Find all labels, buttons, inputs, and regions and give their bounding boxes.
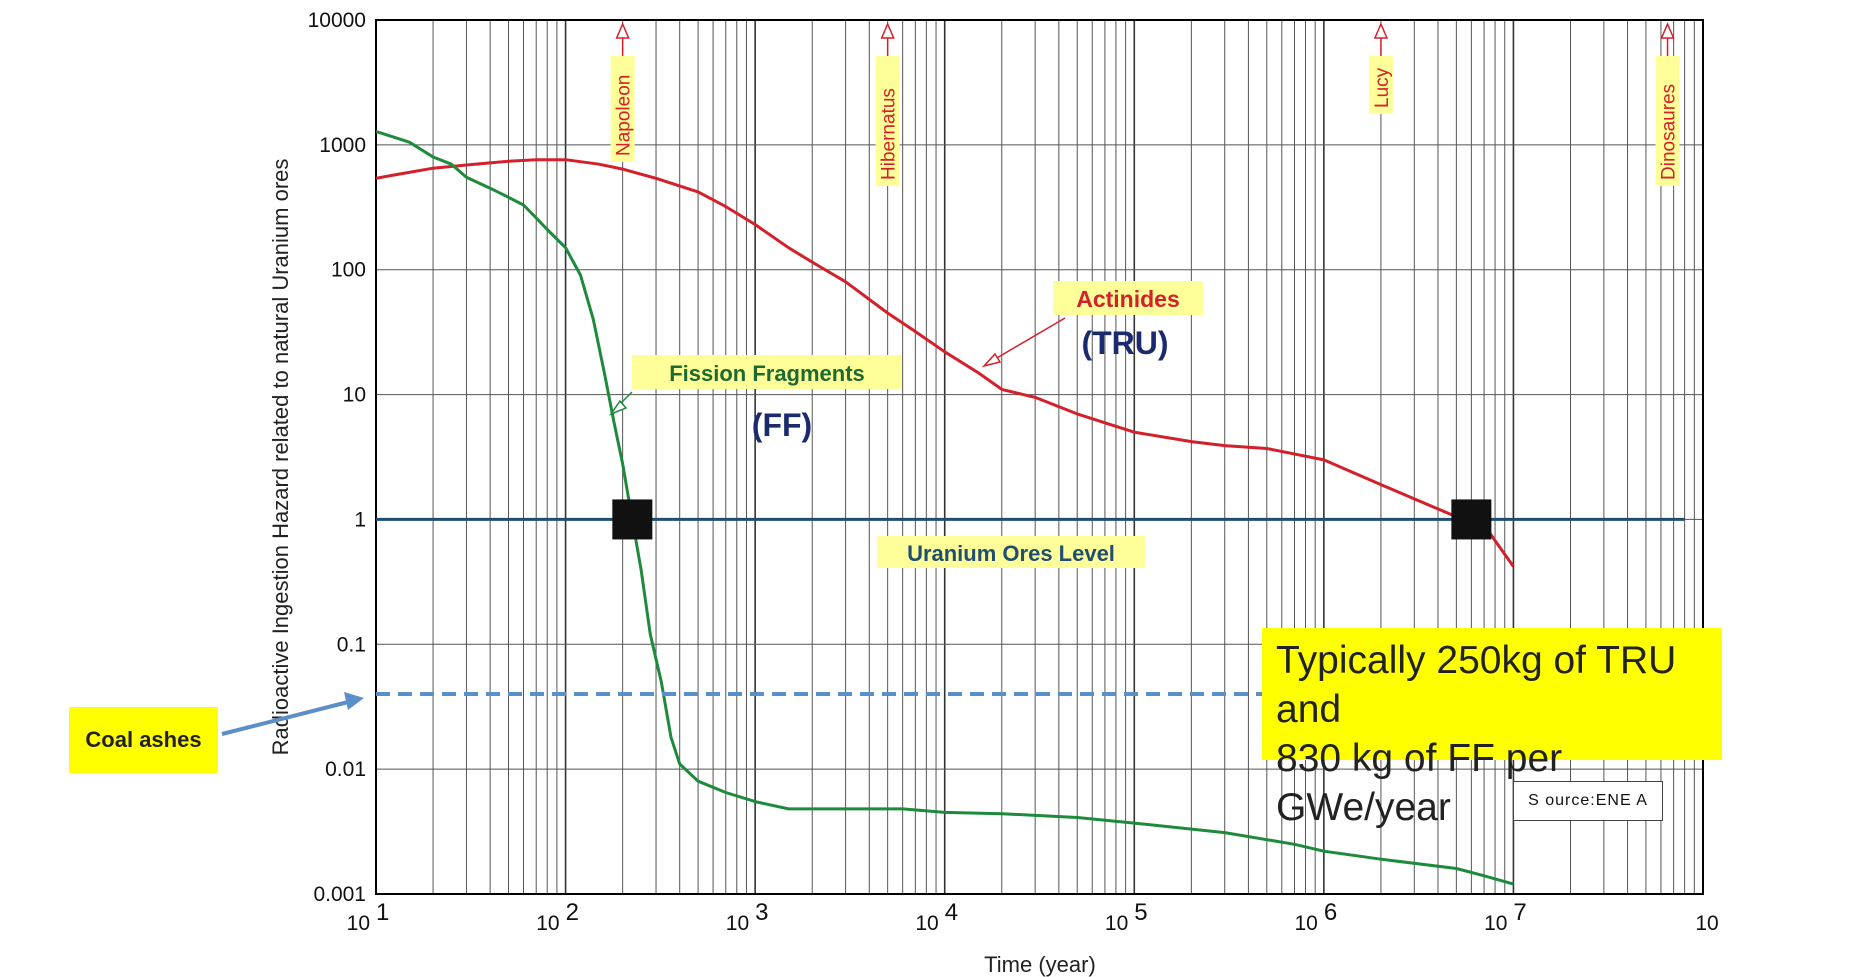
y-tick-label: 0.001 xyxy=(313,883,366,906)
event-marker-label: Lucy xyxy=(1372,67,1393,108)
y-tick-label: 10000 xyxy=(308,9,366,32)
source-label: S ource:ENE A xyxy=(1528,792,1648,809)
coal-ashes-label: Coal ashes xyxy=(85,727,202,752)
event-marker: Napoleon xyxy=(610,22,635,162)
event-marker-arrowhead xyxy=(615,22,630,39)
x-tick-label: 10 5 xyxy=(1105,899,1148,935)
event-marker-arrowhead xyxy=(1660,22,1675,39)
note-callout: Typically 250kg of TRU and 830 kg of FF … xyxy=(1262,628,1722,829)
note-line-2: 830 kg of FF per GWe/year xyxy=(1276,737,1563,829)
series-line xyxy=(375,130,1514,886)
y-tick-label: 10 xyxy=(343,384,366,407)
tru-label: (TRU) xyxy=(1081,325,1168,361)
event-marker: Hibernatus xyxy=(875,22,900,186)
uranium-label-bg xyxy=(877,536,1145,568)
x-tick-label: 10 6 xyxy=(1294,899,1337,935)
y-tick-labels: 10000 1000 100 10 1 0.1 0.01 0.001 xyxy=(308,9,366,906)
event-marker-label: Napoleon xyxy=(614,75,635,156)
ff-short-label: (FF) xyxy=(752,407,812,443)
uranium-label: Uranium Ores Level xyxy=(907,541,1115,566)
event-markers: Napoleon Hibernatus Lucy Dinosaures xyxy=(610,22,1680,186)
ff-arrowhead xyxy=(608,399,628,416)
event-marker: Lucy xyxy=(1368,22,1393,114)
coal-ashes-callout: Coal ashes xyxy=(69,707,218,773)
ff-label: Fission Fragments xyxy=(669,361,865,386)
x-tick-labels: 10 1 10 2 10 3 10 4 10 5 10 6 10 7 10 xyxy=(347,899,1719,935)
x-tick-label: 10 xyxy=(1695,912,1718,935)
note-line-1: Typically 250kg of TRU and xyxy=(1276,639,1677,731)
series-line xyxy=(375,158,1515,568)
event-marker-label: Dinosaures xyxy=(1659,84,1680,180)
x-axis-label: Time (year) xyxy=(984,952,1096,977)
y-tick-label: 0.01 xyxy=(325,758,366,781)
actinides-label: Actinides xyxy=(1076,286,1180,312)
actinides-arrow xyxy=(989,317,1066,363)
coal-arrow xyxy=(221,698,357,736)
event-marker-arrowhead xyxy=(1373,22,1389,39)
event-marker-bg xyxy=(1655,56,1680,186)
event-marker-label: Hibernatus xyxy=(879,88,900,180)
crossing-markers xyxy=(612,499,1492,540)
source-box: S ource:ENE A xyxy=(1513,781,1663,821)
crossing-marker xyxy=(612,499,653,540)
plot-frame xyxy=(375,19,1704,895)
y-tick-label: 1 xyxy=(354,508,366,531)
crossing-marker xyxy=(1451,499,1492,540)
x-tick-label: 10 4 xyxy=(915,899,958,935)
y-tick-label: 0.1 xyxy=(337,633,366,656)
y-tick-label: 1000 xyxy=(319,134,366,157)
y-tick-label: 100 xyxy=(331,259,366,282)
ff-label-bg xyxy=(632,355,902,389)
actinides-arrowhead xyxy=(981,352,1002,368)
event-marker: Dinosaures xyxy=(1655,22,1680,186)
event-marker-bg xyxy=(875,56,900,186)
x-tick-label: 10 7 xyxy=(1484,899,1527,935)
y-axis-label: Radioactive Ingestion Hazard related to … xyxy=(268,159,293,756)
actinides-label-bg xyxy=(1053,281,1203,315)
x-tick-label: 10 2 xyxy=(536,899,579,935)
event-marker-bg xyxy=(1368,56,1393,114)
event-marker-arrowhead xyxy=(880,22,895,39)
event-marker-bg xyxy=(610,56,635,162)
x-tick-label: 10 1 xyxy=(347,899,390,935)
x-tick-label: 10 3 xyxy=(726,899,769,935)
coal-arrowhead xyxy=(344,692,364,710)
